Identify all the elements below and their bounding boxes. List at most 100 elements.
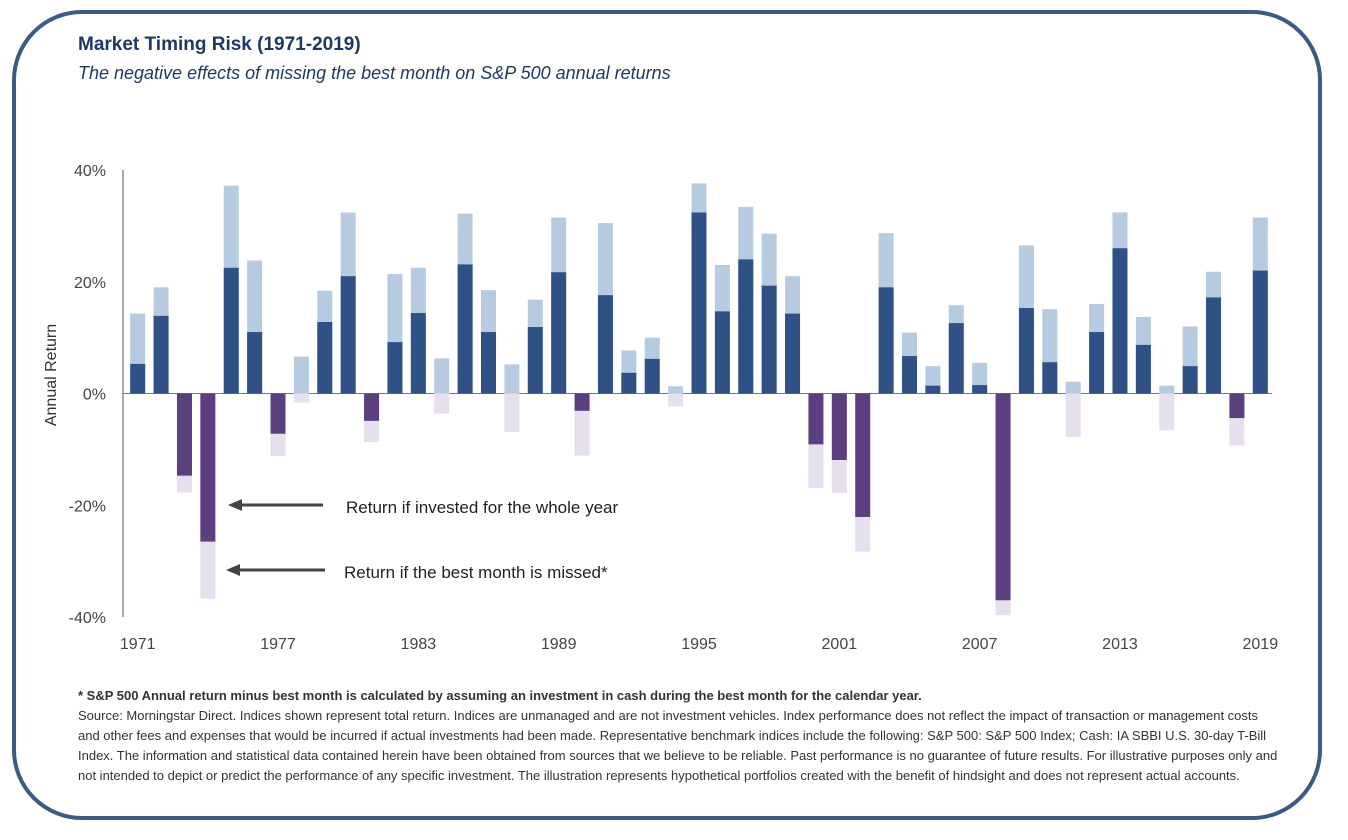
bar-whole-year — [1065, 381, 1081, 394]
bar-group-2002 — [855, 393, 871, 552]
bar-group-2001 — [831, 393, 847, 493]
bar-group-1987 — [504, 364, 520, 433]
annotation-best-month-missed: Return if the best month is missed* — [344, 563, 608, 582]
bar-best-month-missed — [948, 323, 964, 394]
bar-group-2005 — [925, 366, 941, 394]
bar-group-2013 — [1112, 212, 1128, 394]
x-tick-label: 1977 — [260, 636, 296, 653]
annotations-group: Return if invested for the whole year Ret… — [226, 498, 618, 582]
bar-best-month-missed — [668, 393, 684, 407]
bar-best-month-missed — [527, 327, 543, 394]
bar-group-1979 — [317, 290, 333, 394]
bar-group-1991 — [597, 223, 613, 394]
chart-title: Market Timing Risk (1971-2019) — [78, 34, 361, 55]
bar-group-1982 — [387, 273, 403, 394]
bar-best-month-missed — [1065, 393, 1081, 438]
bar-group-1972 — [153, 287, 169, 394]
bar-group-2015 — [1159, 385, 1175, 431]
bar-group-1992 — [621, 350, 637, 394]
bar-group-1993 — [644, 337, 660, 394]
bar-whole-year — [434, 358, 450, 394]
y-axis-label: Annual Return — [43, 324, 60, 426]
arrow-head — [226, 564, 240, 576]
bar-group-1986 — [481, 290, 497, 394]
bar-group-1973 — [176, 393, 192, 493]
bar-best-month-missed — [1182, 366, 1198, 394]
bar-group-2009 — [1018, 245, 1034, 394]
bar-group-2003 — [878, 233, 894, 394]
bar-whole-year — [574, 393, 590, 411]
bar-group-2019 — [1252, 217, 1268, 394]
bar-best-month-missed — [761, 285, 777, 394]
bar-group-2011 — [1065, 381, 1081, 438]
bar-best-month-missed — [785, 313, 801, 394]
chart-subtitle: The negative effects of missing the best… — [78, 63, 671, 83]
chart-frame — [12, 10, 1322, 820]
bar-whole-year — [200, 393, 216, 542]
bar-whole-year — [668, 386, 684, 394]
footnote: * S&P 500 Annual return minus best month… — [78, 686, 1278, 786]
x-tick-label: 2013 — [1102, 636, 1138, 653]
bar-group-1990 — [574, 393, 590, 456]
y-tick-label: 40% — [74, 163, 106, 180]
bar-group-2006 — [948, 305, 964, 394]
bar-group-1974 — [200, 393, 216, 599]
bar-best-month-missed — [972, 385, 988, 394]
bar-group-2008 — [995, 393, 1011, 616]
bar-best-month-missed — [901, 356, 917, 394]
bar-group-1995 — [691, 183, 707, 394]
bar-group-1998 — [761, 233, 777, 394]
bar-group-1977 — [270, 393, 286, 457]
bar-best-month-missed — [457, 264, 473, 394]
bar-group-2017 — [1206, 271, 1222, 394]
bar-whole-year — [995, 393, 1011, 601]
bar-group-2007 — [972, 362, 988, 394]
bar-best-month-missed — [621, 372, 637, 394]
bar-group-2004 — [901, 332, 917, 394]
bar-group-1981 — [364, 393, 380, 443]
bar-best-month-missed — [925, 385, 941, 394]
bar-best-month-missed — [130, 363, 146, 394]
bar-group-1994 — [668, 386, 684, 407]
bar-whole-year — [293, 356, 309, 394]
bar-group-1985 — [457, 213, 473, 394]
bars-group — [130, 183, 1268, 616]
x-axis: 1971 1977 1983 1989 1995 2001 2007 2013 2019 — [120, 636, 1278, 653]
bar-whole-year — [855, 393, 871, 517]
bar-group-2016 — [1182, 326, 1198, 394]
bar-group-2012 — [1089, 304, 1105, 394]
bar-group-2000 — [808, 393, 824, 488]
bar-best-month-missed — [691, 212, 707, 394]
bar-best-month-missed — [878, 287, 894, 394]
bar-best-month-missed — [153, 315, 169, 394]
bar-best-month-missed — [551, 272, 567, 394]
bar-best-month-missed — [340, 276, 356, 394]
bar-group-1989 — [551, 217, 567, 394]
bar-group-1999 — [785, 276, 801, 394]
bar-best-month-missed — [714, 311, 730, 394]
bar-group-2010 — [1042, 309, 1058, 394]
annotation-whole-year: Return if invested for the whole year — [346, 498, 618, 517]
bar-whole-year — [504, 364, 520, 394]
bar-group-1984 — [434, 358, 450, 414]
bar-best-month-missed — [434, 393, 450, 414]
bar-best-month-missed — [1018, 308, 1034, 394]
bar-group-1983 — [410, 267, 426, 394]
bar-group-1971 — [130, 313, 146, 394]
bar-group-1976 — [247, 260, 263, 394]
bar-best-month-missed — [1252, 270, 1268, 394]
bar-best-month-missed — [1089, 332, 1105, 394]
y-tick-label: -40% — [69, 610, 106, 627]
bar-best-month-missed — [223, 267, 239, 394]
x-tick-label: 1995 — [681, 636, 717, 653]
bar-whole-year — [831, 393, 847, 460]
bar-whole-year — [270, 393, 286, 434]
y-tick-label: -20% — [69, 498, 106, 515]
bar-whole-year — [364, 393, 380, 421]
bar-whole-year — [1229, 393, 1245, 419]
bar-best-month-missed — [597, 295, 613, 394]
bar-best-month-missed — [410, 313, 426, 394]
x-tick-label: 2007 — [962, 636, 998, 653]
bar-best-month-missed — [317, 321, 333, 394]
